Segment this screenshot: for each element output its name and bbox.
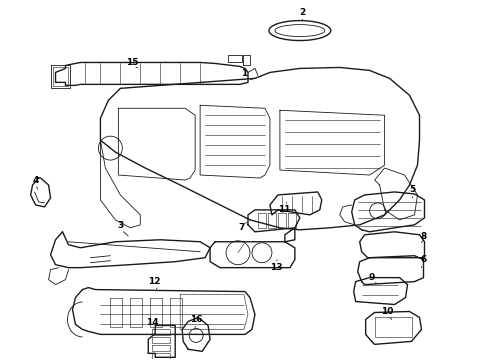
Text: 10: 10 [381, 307, 394, 316]
Text: 9: 9 [368, 273, 375, 282]
Text: 15: 15 [126, 58, 139, 67]
Text: 3: 3 [117, 221, 123, 230]
Text: 8: 8 [420, 232, 427, 241]
Text: 7: 7 [239, 223, 245, 232]
Text: 4: 4 [32, 176, 39, 185]
Text: 13: 13 [270, 263, 282, 272]
Text: 11: 11 [278, 206, 290, 215]
Text: 16: 16 [190, 315, 202, 324]
Text: 12: 12 [148, 277, 161, 286]
Text: 6: 6 [420, 255, 427, 264]
Text: 2: 2 [300, 8, 306, 17]
Text: 1: 1 [241, 69, 247, 78]
Text: 5: 5 [410, 185, 416, 194]
Text: 14: 14 [146, 318, 159, 327]
